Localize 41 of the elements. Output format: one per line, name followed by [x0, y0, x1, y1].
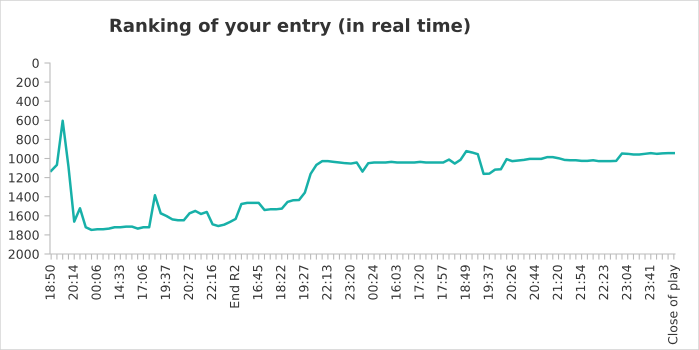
y-tick-label: 0: [32, 58, 39, 68]
x-tick-label: 20:26: [506, 265, 516, 300]
x-tick-label: 20:27: [184, 265, 194, 300]
y-tick-label: 1800: [9, 230, 39, 240]
y-tick-label: 800: [16, 134, 39, 144]
chart-title: Ranking of your entry (in real time): [110, 18, 470, 36]
x-tick-label: 22:13: [322, 265, 332, 300]
line-series: [50, 120, 675, 232]
x-tick-label: Close of play: [668, 264, 680, 344]
x-tick-label: 23:04: [622, 265, 632, 300]
x-tick-label: 17:06: [138, 265, 148, 300]
x-tick-label: End R2: [230, 266, 240, 308]
y-tick-label: 200: [16, 78, 39, 88]
y-tick-label: 2000: [8, 249, 39, 259]
x-tick-label: 18:50: [45, 265, 55, 300]
x-tick-label: 17:57: [438, 265, 447, 300]
x-tick-label: 17:20: [414, 265, 424, 300]
y-tick-label: 1400: [9, 192, 39, 202]
x-tick-label: 18:49: [460, 265, 470, 300]
y-tick-label: 1000: [9, 154, 39, 164]
x-tick-label: 21:20: [552, 265, 562, 300]
x-tick-label: 21:54: [576, 265, 586, 300]
x-tick-label: 00:24: [368, 265, 378, 300]
y-tick-label: 400: [16, 96, 39, 106]
y-tick-label: 1200: [9, 173, 39, 183]
x-tick-label: 19:27: [299, 265, 308, 300]
x-tick-label: 00:06: [91, 265, 101, 300]
x-tick-label: 19:37: [160, 265, 170, 300]
x-tick-label: 16:03: [391, 265, 401, 300]
y-tick-label: 600: [16, 116, 39, 126]
x-tick-label: 14:33: [114, 265, 124, 300]
x-tick-label: 19:37: [484, 265, 493, 300]
x-tick-label: 20:14: [68, 265, 78, 300]
x-tick-label: 20:44: [530, 265, 540, 300]
x-tick-label: 22:16: [206, 265, 216, 300]
x-tick-label: 18:22: [276, 266, 286, 300]
x-tick-label: 23:41: [644, 266, 654, 300]
y-tick-label: 1600: [9, 211, 39, 221]
x-tick-label: 23:20: [345, 265, 355, 300]
x-tick-label: 16:45: [252, 266, 262, 300]
x-tick-label: 22:23: [598, 265, 608, 300]
